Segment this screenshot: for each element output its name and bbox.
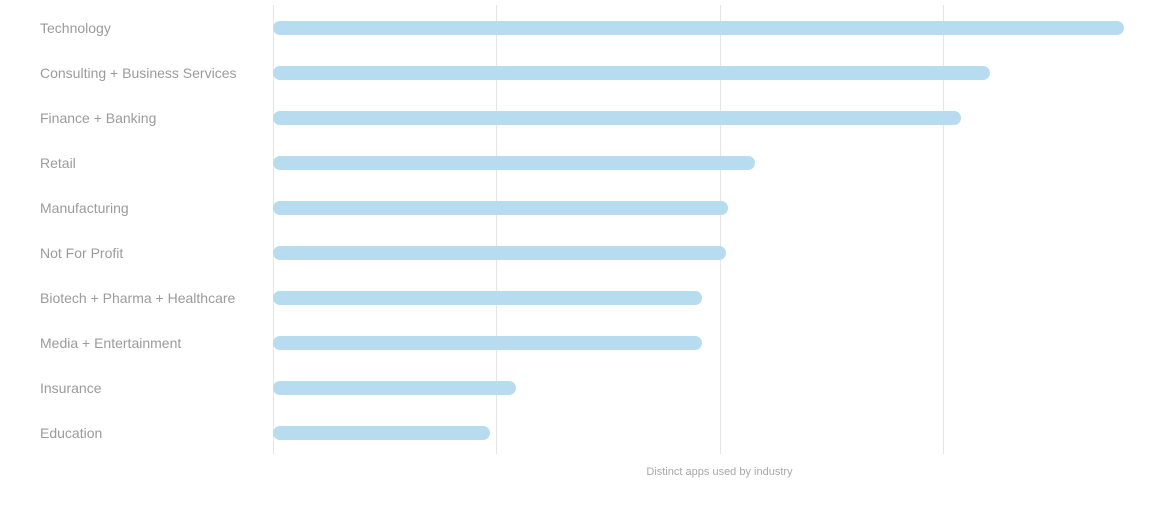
chart-row: Finance + Banking — [0, 95, 1166, 140]
bar-track — [273, 380, 1166, 395]
chart-row: Insurance — [0, 365, 1166, 410]
chart-row: Retail — [0, 140, 1166, 185]
chart-rows: Technology Consulting + Business Services… — [0, 5, 1166, 455]
bar-track — [273, 425, 1166, 440]
category-label: Education — [40, 424, 103, 441]
bar[interactable] — [273, 110, 961, 125]
category-label: Finance + Banking — [40, 109, 157, 126]
bar[interactable] — [273, 380, 517, 395]
category-label: Retail — [40, 154, 76, 171]
chart-row: Not For Profit — [0, 230, 1166, 275]
chart-row: Consulting + Business Services — [0, 50, 1166, 95]
bar-track — [273, 155, 1166, 170]
chart-row: Media + Entertainment — [0, 320, 1166, 365]
bar-track — [273, 335, 1166, 350]
bar-track — [273, 20, 1166, 35]
chart-row: Manufacturing — [0, 185, 1166, 230]
bar-track — [273, 245, 1166, 260]
chart-row: Technology — [0, 5, 1166, 50]
bar-track — [273, 110, 1166, 125]
bar-track — [273, 65, 1166, 80]
bar[interactable] — [273, 200, 729, 215]
category-label: Insurance — [40, 379, 102, 396]
bar[interactable] — [273, 20, 1124, 35]
category-label: Manufacturing — [40, 199, 129, 216]
bar[interactable] — [273, 245, 727, 260]
chart-row: Education — [0, 410, 1166, 455]
bar[interactable] — [273, 335, 702, 350]
category-label: Not For Profit — [40, 244, 124, 261]
category-label: Consulting + Business Services — [40, 64, 237, 81]
category-label: Technology — [40, 19, 111, 36]
category-label: Media + Entertainment — [40, 334, 182, 351]
category-label: Biotech + Pharma + Healthcare — [40, 289, 236, 306]
chart-row: Biotech + Pharma + Healthcare — [0, 275, 1166, 320]
bar-track — [273, 290, 1166, 305]
x-axis-label: Distinct apps used by industry — [646, 466, 793, 478]
bar[interactable] — [273, 65, 990, 80]
bar[interactable] — [273, 425, 490, 440]
bar[interactable] — [273, 155, 756, 170]
bar[interactable] — [273, 290, 702, 305]
bar-track — [273, 200, 1166, 215]
